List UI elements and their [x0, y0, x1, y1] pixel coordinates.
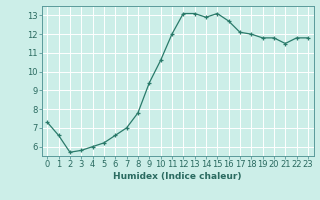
- X-axis label: Humidex (Indice chaleur): Humidex (Indice chaleur): [113, 172, 242, 181]
